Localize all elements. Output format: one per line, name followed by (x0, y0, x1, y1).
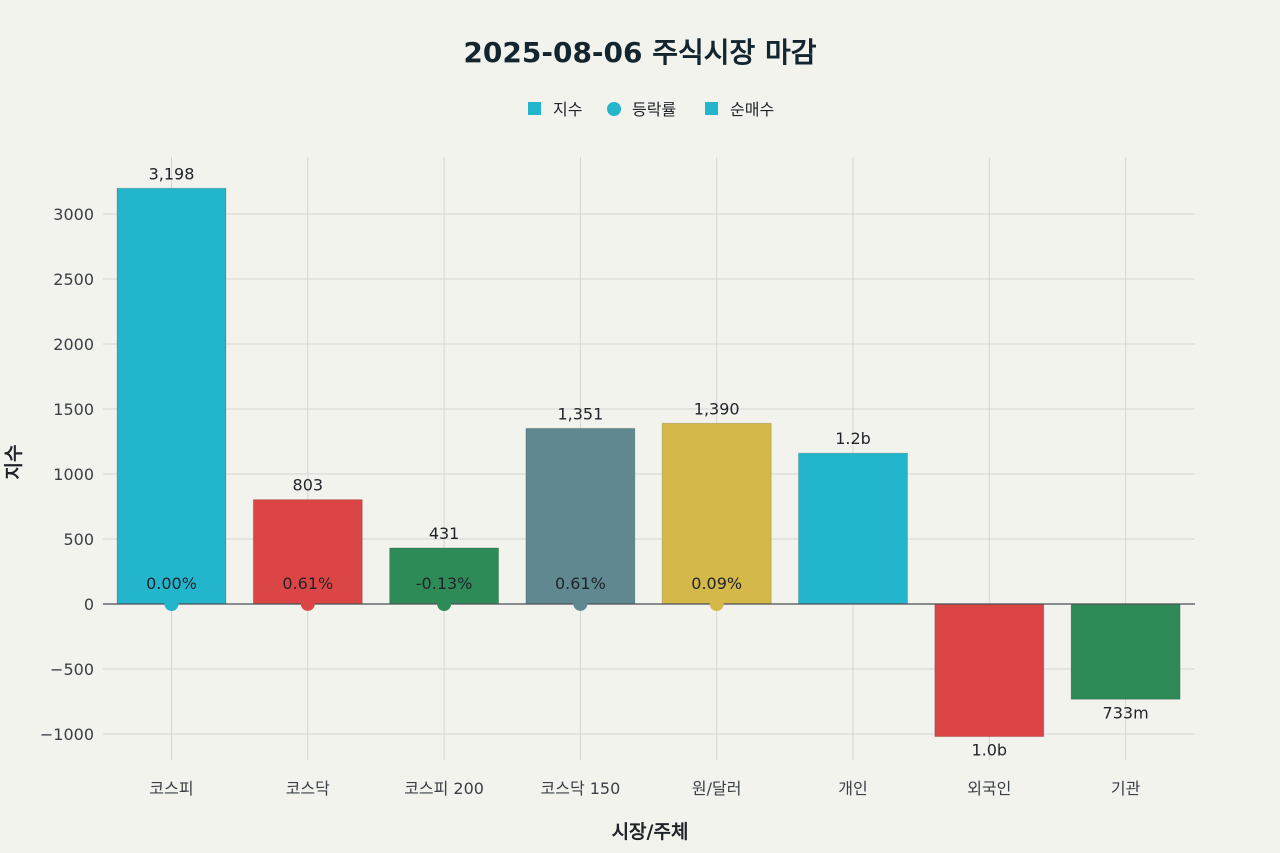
y-axis-title: 지수 (3, 445, 25, 480)
y-tick-label: 1500 (53, 400, 94, 419)
x-axis-ticks: 코스피 코스닥 코스피 200 코스닥 150 원/달러 개인 외국인 기관 (149, 779, 1140, 798)
bar-value-label: 431 (429, 524, 460, 543)
rate-label: -0.13% (416, 574, 473, 593)
rate-marker[interactable] (573, 596, 588, 611)
legend-label: 순매수 (730, 100, 774, 119)
rate-marker[interactable] (437, 597, 452, 612)
rate-marker[interactable] (300, 596, 315, 611)
x-tick-label: 외국인 (967, 779, 1011, 798)
y-tick-label: −1000 (40, 725, 94, 744)
bar-value-label: 733m (1103, 703, 1149, 722)
legend-entry[interactable]: 등락률 (607, 100, 676, 119)
legend-label: 지수 (553, 100, 582, 119)
x-tick-label: 기관 (1111, 779, 1141, 798)
x-tick-label: 코스닥 150 (541, 779, 621, 798)
y-tick-label: 2500 (53, 270, 94, 289)
bar-value-label: 3,198 (149, 164, 195, 183)
y-tick-label: 500 (63, 530, 94, 549)
chart-title: 2025-08-06 주식시장 마감 (463, 36, 816, 69)
legend-label: 등락률 (632, 100, 676, 119)
legend-square-marker (528, 102, 541, 115)
legend-entry[interactable]: 순매수 (705, 100, 774, 119)
y-tick-label: 2000 (53, 335, 94, 354)
rate-label: 0.00% (146, 574, 197, 593)
bar-value-label: 1.0b (971, 741, 1007, 760)
bar-value-label: 1,390 (694, 399, 740, 418)
rate-label: 0.09% (691, 574, 742, 593)
rate-marker[interactable] (164, 597, 179, 611)
rate-label: 0.61% (282, 574, 333, 593)
legend-entry[interactable]: 지수 (528, 100, 582, 119)
bar[interactable] (116, 187, 227, 605)
bar-value-label: 1.2b (835, 429, 871, 448)
bars (116, 187, 1181, 738)
y-tick-label: −500 (50, 660, 94, 679)
y-tick-label: 0 (84, 595, 94, 614)
legend-circle-marker (607, 102, 621, 116)
bar-value-label: 803 (293, 476, 324, 495)
rate-markers (164, 596, 724, 612)
legend: 지수 등락률 순매수 (528, 100, 774, 119)
legend-square-marker (705, 102, 718, 115)
bar-value-label: 1,351 (557, 404, 603, 423)
x-tick-label: 코스닥 (286, 779, 330, 798)
bar[interactable] (661, 422, 772, 605)
x-tick-label: 코스피 200 (404, 779, 484, 798)
bar[interactable] (1070, 603, 1181, 700)
y-tick-label: 1000 (53, 465, 94, 484)
x-tick-label: 원/달러 (692, 779, 742, 798)
data-labels: 3,198 803 431 1,351 1,390 1.2b 1.0b 733m 0.00% 0.… (146, 164, 1149, 759)
bar[interactable] (798, 452, 908, 605)
x-tick-label: 코스피 (149, 779, 193, 798)
bar[interactable] (934, 603, 1045, 738)
rate-label: 0.61% (555, 574, 606, 593)
x-tick-label: 개인 (838, 779, 867, 798)
y-axis-ticks: −1000 −500 0 500 1000 1500 2000 2500 3000 (40, 205, 94, 744)
x-axis-title: 시장/주체 (612, 821, 689, 843)
bar[interactable] (252, 499, 363, 605)
y-tick-label: 3000 (53, 205, 94, 224)
rate-marker[interactable] (709, 596, 724, 611)
